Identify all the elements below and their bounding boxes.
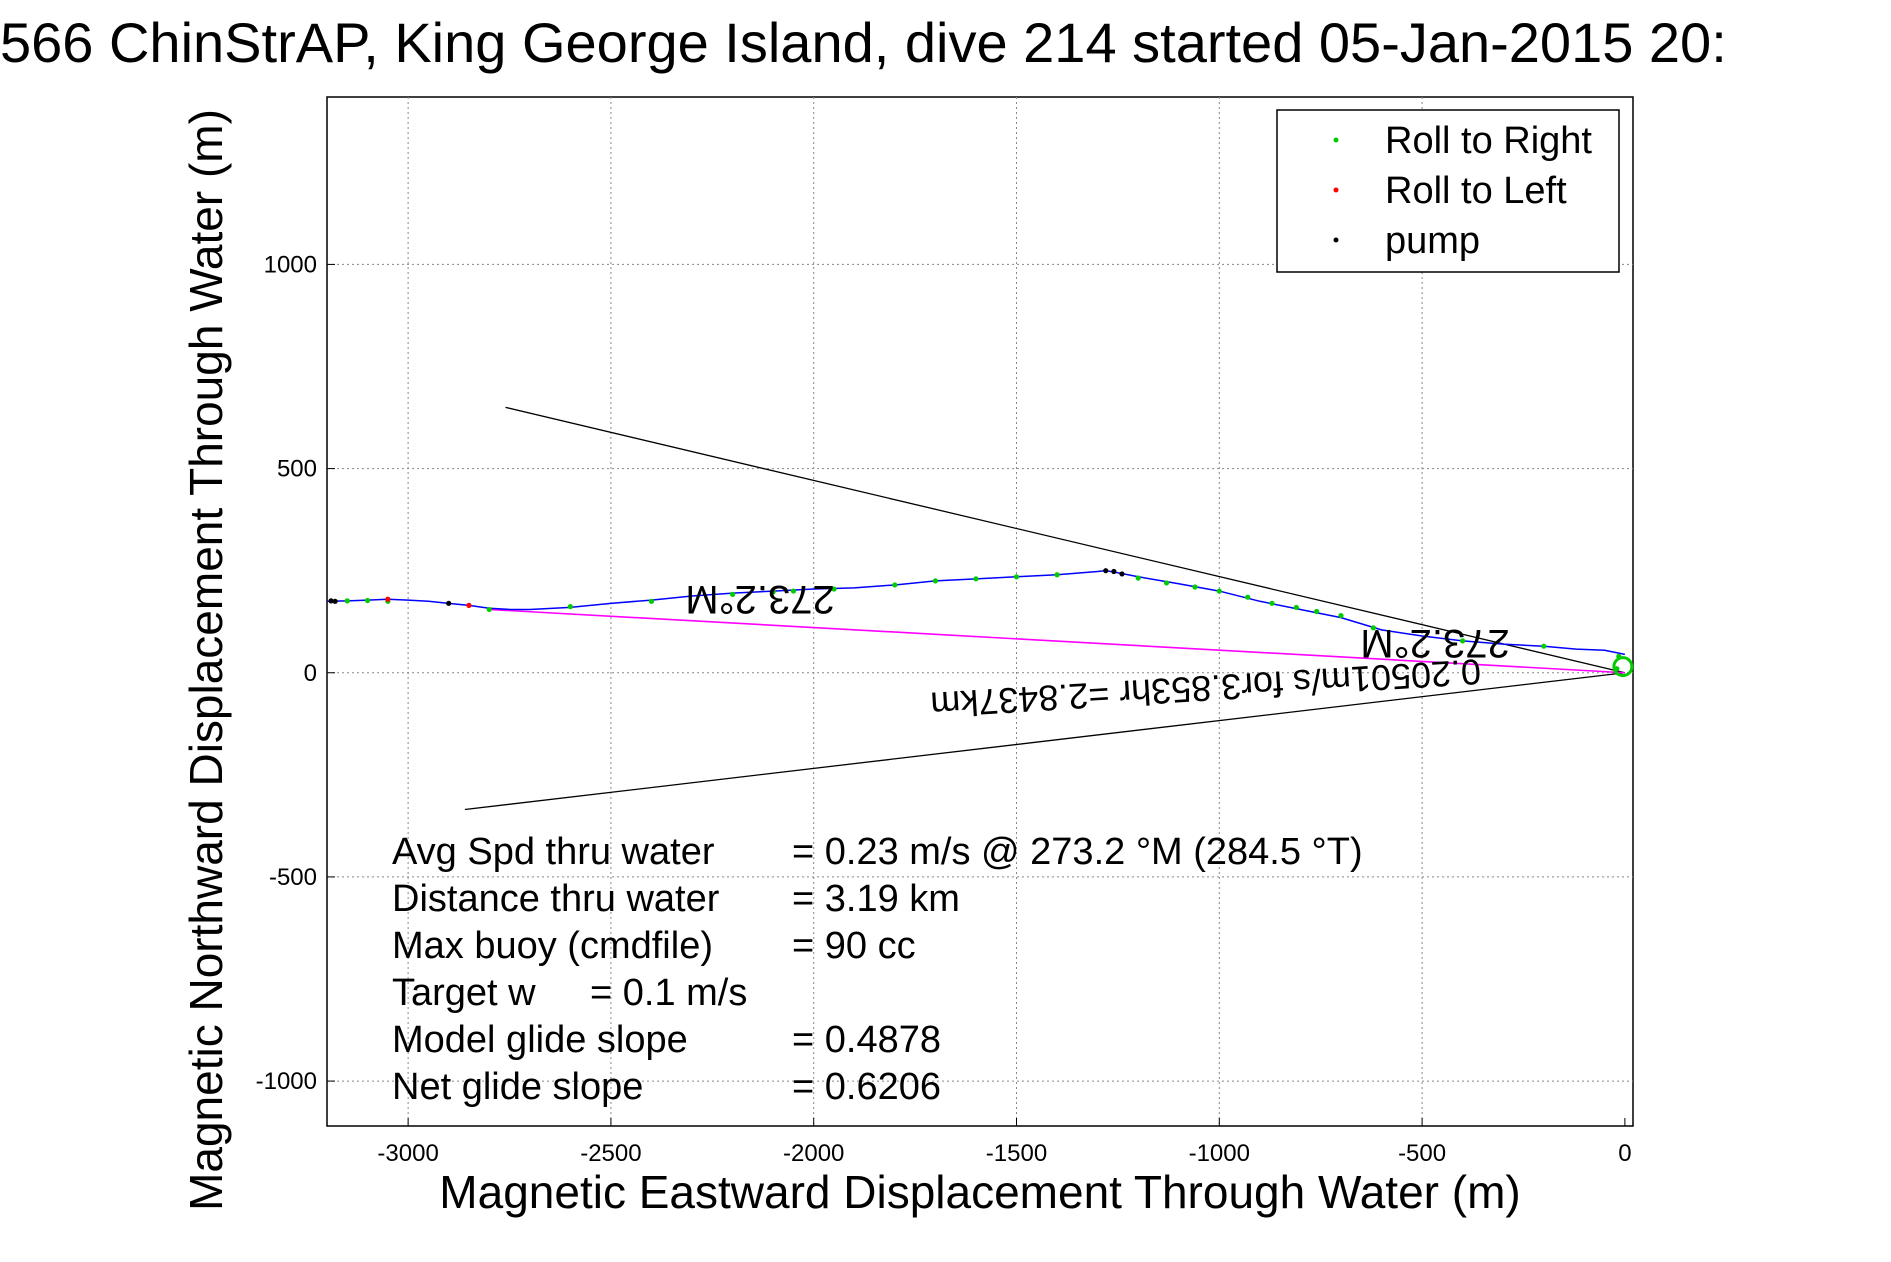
chart-title: 566 ChinStrAP, King George Island, dive … [0, 11, 1727, 74]
marker-roll-to-right [1192, 584, 1198, 590]
marker-roll-to-right [1370, 625, 1377, 631]
marker-roll-to-right [1163, 580, 1170, 586]
x-tick-label: -2500 [580, 1140, 641, 1167]
summary-label-3: Target w [392, 972, 536, 1014]
legend: Roll to Right Roll to Left pump [1276, 109, 1620, 273]
heading-label-left: 273.2°M [685, 577, 834, 621]
summary-label-4: Model glide slope [392, 1019, 688, 1061]
net-displacement-line-path [489, 608, 1625, 674]
marker-pump [1103, 568, 1109, 574]
marker-roll-to-right [932, 578, 938, 584]
marker-roll-to-right [486, 606, 492, 613]
summary-value-2: = 90 cc [792, 925, 916, 967]
marker-roll-to-right [831, 586, 837, 592]
legend-label-pump: pump [1385, 220, 1480, 262]
legend-label-roll-right: Roll to Right [1385, 120, 1592, 162]
summary-label-0: Avg Spd thru water [392, 831, 715, 873]
y-tick-label: 0 [304, 660, 317, 687]
x-tick-label: -1000 [1189, 1140, 1250, 1167]
summary-text: Avg Spd thru water = 0.23 m/s @ 273.2 °M… [392, 831, 1363, 1108]
x-axis-label: Magnetic Eastward Displacement Through W… [439, 1166, 1520, 1218]
heading-label-right: 273.2°M [1360, 621, 1509, 665]
marker-roll-to-right [1541, 643, 1547, 649]
x-tick-label: -3000 [377, 1140, 438, 1167]
marker-roll-to-right [1269, 600, 1275, 606]
marker-roll-to-right [1460, 638, 1466, 644]
marker-roll-to-right [648, 598, 655, 604]
y-tick-label: -500 [269, 864, 317, 891]
marker-roll-to-right [1245, 594, 1251, 600]
marker-roll-to-right [1293, 604, 1299, 611]
summary-value-3: = 0.1 m/s [590, 972, 747, 1014]
summary-value-4: = 0.4878 [792, 1019, 941, 1061]
marker-roll-to-right [770, 589, 776, 595]
marker-roll-to-right [1013, 574, 1020, 580]
y-tick-label: 500 [277, 456, 317, 483]
summary-value-5: = 0.6206 [792, 1066, 941, 1108]
marker-roll-to-left [385, 596, 391, 602]
marker-roll-to-right [973, 576, 979, 582]
y-axis-label: Magnetic Northward Displacement Through … [180, 109, 232, 1211]
legend-marker-roll-left [1333, 187, 1339, 193]
marker-roll-to-right [364, 597, 371, 604]
marker-pump [1119, 571, 1125, 577]
marker-pump [1111, 568, 1117, 575]
marker-roll-to-right [1216, 588, 1222, 594]
marker-roll-to-right [892, 582, 898, 588]
marker-roll-to-right [567, 604, 573, 610]
legend-marker-roll-right [1333, 137, 1339, 143]
summary-value-0: = 0.23 m/s @ 273.2 °M (284.5 °T) [792, 831, 1363, 873]
marker-roll-to-right [1054, 572, 1060, 578]
summary-label-5: Net glide slope [392, 1066, 643, 1108]
summary-value-1: = 3.19 km [792, 878, 960, 920]
y-axis-ticks: -1000 -500 0 500 1000 [256, 251, 335, 1095]
x-axis-ticks: -3000 -2500 -2000 -1500 -1000 -500 0 [377, 1118, 1632, 1167]
y-tick-label: -1000 [256, 1068, 317, 1095]
legend-label-roll-left: Roll to Left [1385, 170, 1567, 212]
marker-roll-to-right [344, 598, 350, 604]
x-tick-label: -1500 [986, 1140, 1047, 1167]
marker-pump [328, 598, 334, 604]
start-circle [1612, 656, 1634, 678]
marker-pump [332, 598, 338, 604]
marker-roll-to-right [1135, 575, 1141, 581]
summary-label-1: Distance thru water [392, 878, 720, 920]
x-tick-label: 0 [1618, 1140, 1631, 1167]
summary-label-2: Max buoy (cmdfile) [392, 925, 713, 967]
legend-marker-pump [1333, 237, 1339, 243]
marker-roll-to-right [1314, 608, 1320, 615]
net-displacement-line [489, 608, 1625, 674]
marker-roll-to-left [466, 602, 472, 608]
x-tick-label: -500 [1398, 1140, 1446, 1167]
y-tick-label: 1000 [264, 251, 317, 278]
markers [328, 568, 1634, 678]
marker-roll-to-right [729, 591, 736, 597]
marker-roll-to-right [1338, 612, 1344, 619]
marker-pump [446, 600, 452, 606]
x-tick-label: -2000 [783, 1140, 844, 1167]
marker-roll-to-right [790, 588, 797, 594]
